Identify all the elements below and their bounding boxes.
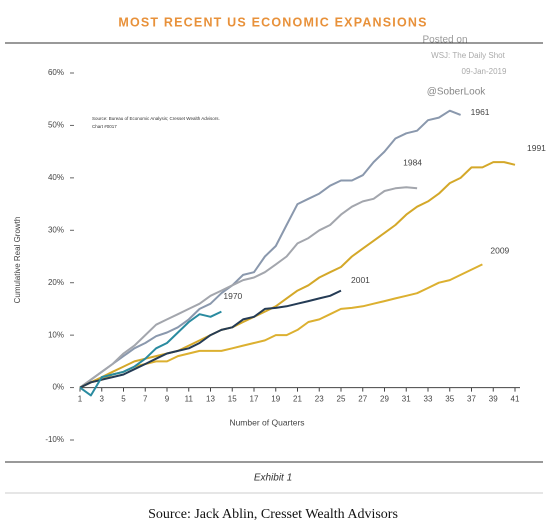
y-tick-label: 20% bbox=[48, 278, 64, 287]
chart-title: MOST RECENT US ECONOMIC EXPANSIONS bbox=[118, 15, 427, 29]
x-tick-label: 29 bbox=[380, 395, 389, 404]
x-tick-label: 21 bbox=[293, 395, 302, 404]
series-label: 1991 bbox=[527, 143, 546, 153]
y-tick-label: 10% bbox=[48, 330, 64, 339]
watermark: @SoberLook bbox=[427, 87, 487, 98]
y-tick-label: 60% bbox=[48, 68, 64, 77]
watermark: WSJ: The Daily Shot bbox=[431, 51, 505, 60]
series-line bbox=[79, 289, 342, 389]
y-tick-label: 30% bbox=[48, 225, 64, 234]
series-label: 1970 bbox=[223, 291, 242, 301]
y-tick-label: 40% bbox=[48, 173, 64, 182]
x-tick-label: 23 bbox=[315, 395, 324, 404]
y-tick-label: 50% bbox=[48, 121, 64, 130]
x-tick-label: 17 bbox=[250, 395, 259, 404]
x-tick-label: 39 bbox=[489, 395, 498, 404]
x-tick-label: 1 bbox=[78, 395, 83, 404]
exhibit-label: Exhibit 1 bbox=[254, 473, 292, 484]
x-tick-label: 7 bbox=[143, 395, 148, 404]
x-axis-label: Number of Quarters bbox=[229, 417, 304, 427]
watermark: 09-Jan-2019 bbox=[462, 67, 507, 76]
series-line bbox=[79, 186, 418, 389]
source-note: Source: Bureau of Economic Analysis; Cre… bbox=[92, 116, 220, 121]
x-tick-label: 13 bbox=[206, 395, 215, 404]
series-label: 1984 bbox=[403, 158, 422, 168]
series-label: 1961 bbox=[471, 107, 490, 117]
watermark: Posted on bbox=[422, 35, 467, 46]
x-tick-label: 9 bbox=[165, 395, 170, 404]
x-tick-label: 33 bbox=[424, 395, 433, 404]
x-tick-label: 31 bbox=[402, 395, 411, 404]
series-label: 2009 bbox=[490, 246, 509, 256]
series-line bbox=[79, 161, 516, 389]
y-tick-label: 0% bbox=[52, 383, 64, 392]
x-tick-label: 25 bbox=[337, 395, 346, 404]
series-label: 2001 bbox=[351, 275, 370, 285]
series-line bbox=[79, 310, 222, 397]
x-tick-label: 11 bbox=[185, 395, 194, 404]
x-tick-label: 3 bbox=[100, 395, 105, 404]
x-tick-label: 19 bbox=[271, 395, 280, 404]
y-tick-label: -10% bbox=[45, 435, 64, 444]
series-line bbox=[79, 109, 461, 389]
caption: Source: Jack Ablin, Cresset Wealth Advis… bbox=[148, 507, 398, 522]
source-note: Chart #0017 bbox=[92, 124, 117, 129]
y-axis-label: Cumulative Real Growth bbox=[13, 217, 22, 304]
x-tick-label: 35 bbox=[445, 395, 454, 404]
x-tick-label: 37 bbox=[467, 395, 476, 404]
x-tick-label: 41 bbox=[511, 395, 520, 404]
x-tick-label: 5 bbox=[121, 395, 126, 404]
x-tick-label: 15 bbox=[228, 395, 237, 404]
x-tick-label: 27 bbox=[358, 395, 367, 404]
